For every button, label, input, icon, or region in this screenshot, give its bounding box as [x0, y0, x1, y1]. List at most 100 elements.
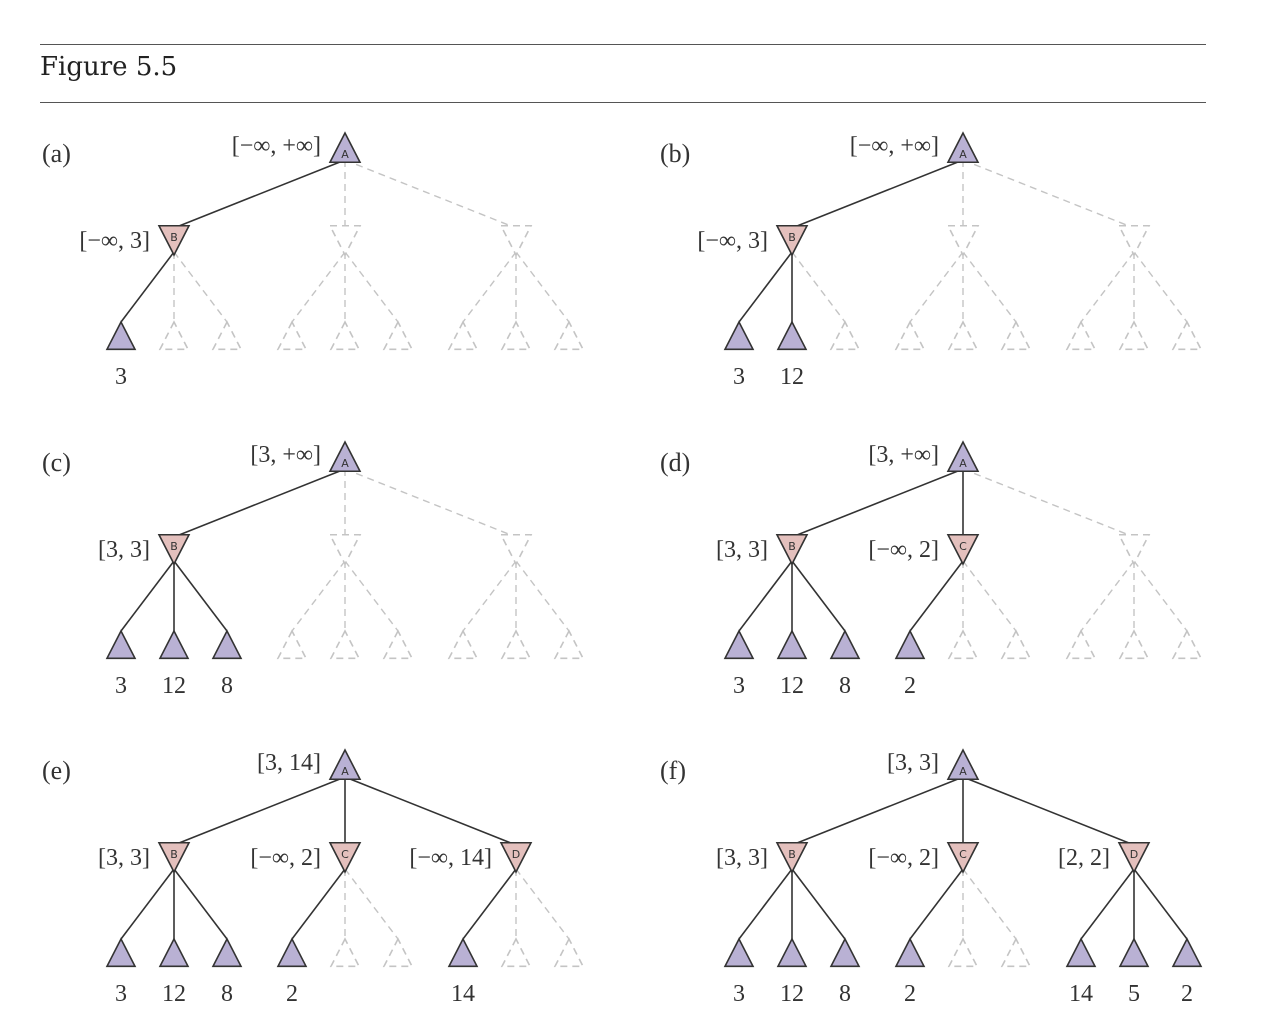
- leaf-value: 8: [221, 981, 233, 1007]
- leaf-value: 2: [1181, 981, 1193, 1007]
- leaf-node: [329, 320, 361, 351]
- bottom-rule: [40, 102, 1206, 103]
- min-node: [157, 841, 191, 874]
- edge-min-to-leaf: [791, 560, 846, 632]
- max-node: [946, 131, 980, 164]
- leaf-value: 14: [1069, 981, 1093, 1007]
- edge-root-to-min: [962, 159, 1135, 229]
- node-letter: A: [959, 765, 967, 778]
- max-node: [328, 748, 362, 781]
- leaf-value: 3: [733, 364, 745, 390]
- leaf-value: 3: [115, 364, 127, 390]
- leaf-node: [276, 629, 308, 660]
- node-letter: A: [341, 148, 349, 161]
- edge-min-to-leaf: [1133, 868, 1188, 940]
- panel-d: (d) A [3, +∞] B [3, 3] 3 12 8 C [−∞, 2] 2: [660, 440, 1203, 699]
- leaf-node: [447, 937, 479, 968]
- leaf-node: [211, 629, 243, 660]
- min-interval: [−∞, 2]: [868, 537, 939, 563]
- node-letter: A: [341, 457, 349, 470]
- edge-min-to-leaf: [962, 868, 1017, 940]
- node-letter: D: [1130, 848, 1138, 861]
- node-letter: B: [170, 848, 178, 861]
- leaf-node: [211, 320, 243, 351]
- edge-root-to-min: [791, 468, 964, 538]
- leaf-node: [211, 937, 243, 968]
- edge-min-to-leaf: [462, 251, 517, 323]
- edge-min-to-leaf: [291, 251, 346, 323]
- root-interval: [3, 3]: [887, 750, 939, 776]
- root-interval: [−∞, +∞]: [232, 133, 321, 159]
- leaf-node: [947, 629, 979, 660]
- leaf-node: [1065, 320, 1097, 351]
- leaf-node: [382, 629, 414, 660]
- panel-b: (b) A [−∞, +∞] B [−∞, 3] 3 12: [660, 131, 1203, 390]
- leaf-node: [1118, 320, 1150, 351]
- edge-min-to-leaf: [909, 868, 964, 940]
- leaf-value: 8: [221, 673, 233, 699]
- leaf-node: [894, 629, 926, 660]
- node-letter: C: [959, 540, 967, 553]
- edge-min-to-leaf: [173, 560, 228, 632]
- root-interval: [−∞, +∞]: [850, 133, 939, 159]
- min-node: [328, 224, 362, 257]
- edge-min-to-leaf: [515, 868, 570, 940]
- min-interval: [3, 3]: [98, 845, 150, 871]
- panel-label: (b): [660, 139, 690, 168]
- edge-min-to-leaf: [1133, 560, 1188, 632]
- leaf-node: [276, 320, 308, 351]
- min-node: [328, 533, 362, 566]
- edge-root-to-min: [173, 776, 346, 846]
- edge-min-to-leaf: [515, 560, 570, 632]
- node-letter: B: [788, 848, 796, 861]
- leaf-value: 2: [904, 673, 916, 699]
- leaf-value: 2: [286, 981, 298, 1007]
- min-node: [775, 533, 809, 566]
- min-interval: [−∞, 2]: [868, 845, 939, 871]
- edge-min-to-leaf: [462, 560, 517, 632]
- edge-min-to-leaf: [909, 560, 964, 632]
- leaf-node: [723, 320, 755, 351]
- edge-root-to-min: [791, 776, 964, 846]
- leaf-node: [829, 937, 861, 968]
- min-node: [775, 224, 809, 257]
- min-interval: [3, 3]: [98, 537, 150, 563]
- leaf-value: 12: [780, 364, 804, 390]
- min-interval: [3, 3]: [716, 845, 768, 871]
- node-letter: D: [512, 848, 520, 861]
- node-letter: B: [170, 540, 178, 553]
- edge-min-to-leaf: [120, 560, 175, 632]
- edge-root-to-min: [173, 159, 346, 229]
- node-letter: B: [788, 540, 796, 553]
- leaf-node: [500, 320, 532, 351]
- figure-title: Figure 5.5: [40, 52, 178, 82]
- edge-root-to-min: [344, 468, 517, 538]
- leaf-node: [829, 320, 861, 351]
- leaf-node: [1171, 629, 1203, 660]
- panel-e: (e) A [3, 14] B [3, 3] 3 12 8 C [−∞, 2] 2 D [−∞, 14]…: [42, 748, 585, 1007]
- edge-min-to-leaf: [1080, 868, 1135, 940]
- panel-c: (c) A [3, +∞] B [3, 3] 3 12 8: [42, 440, 585, 699]
- min-node: [946, 224, 980, 257]
- leaf-node: [500, 629, 532, 660]
- min-node: [1117, 533, 1151, 566]
- node-letter: C: [341, 848, 349, 861]
- panel-f: (f) A [3, 3] B [3, 3] 3 12 8 C [−∞, 2] 2 D [2, 2] 14 5…: [660, 748, 1203, 1007]
- leaf-value: 3: [733, 673, 745, 699]
- leaf-node: [947, 320, 979, 351]
- top-rule: [40, 44, 1206, 45]
- leaf-node: [105, 320, 137, 351]
- edge-min-to-leaf: [1080, 251, 1135, 323]
- root-interval: [3, 14]: [257, 750, 321, 776]
- panel-a: (a) A [−∞, +∞] B [−∞, 3] 3: [42, 131, 585, 390]
- edge-min-to-leaf: [791, 868, 846, 940]
- min-node: [499, 841, 533, 874]
- min-node: [499, 224, 533, 257]
- edge-min-to-leaf: [344, 868, 399, 940]
- edge-min-to-leaf: [738, 560, 793, 632]
- leaf-node: [105, 937, 137, 968]
- leaf-value: 3: [115, 981, 127, 1007]
- leaf-node: [382, 937, 414, 968]
- edge-min-to-leaf: [120, 251, 175, 323]
